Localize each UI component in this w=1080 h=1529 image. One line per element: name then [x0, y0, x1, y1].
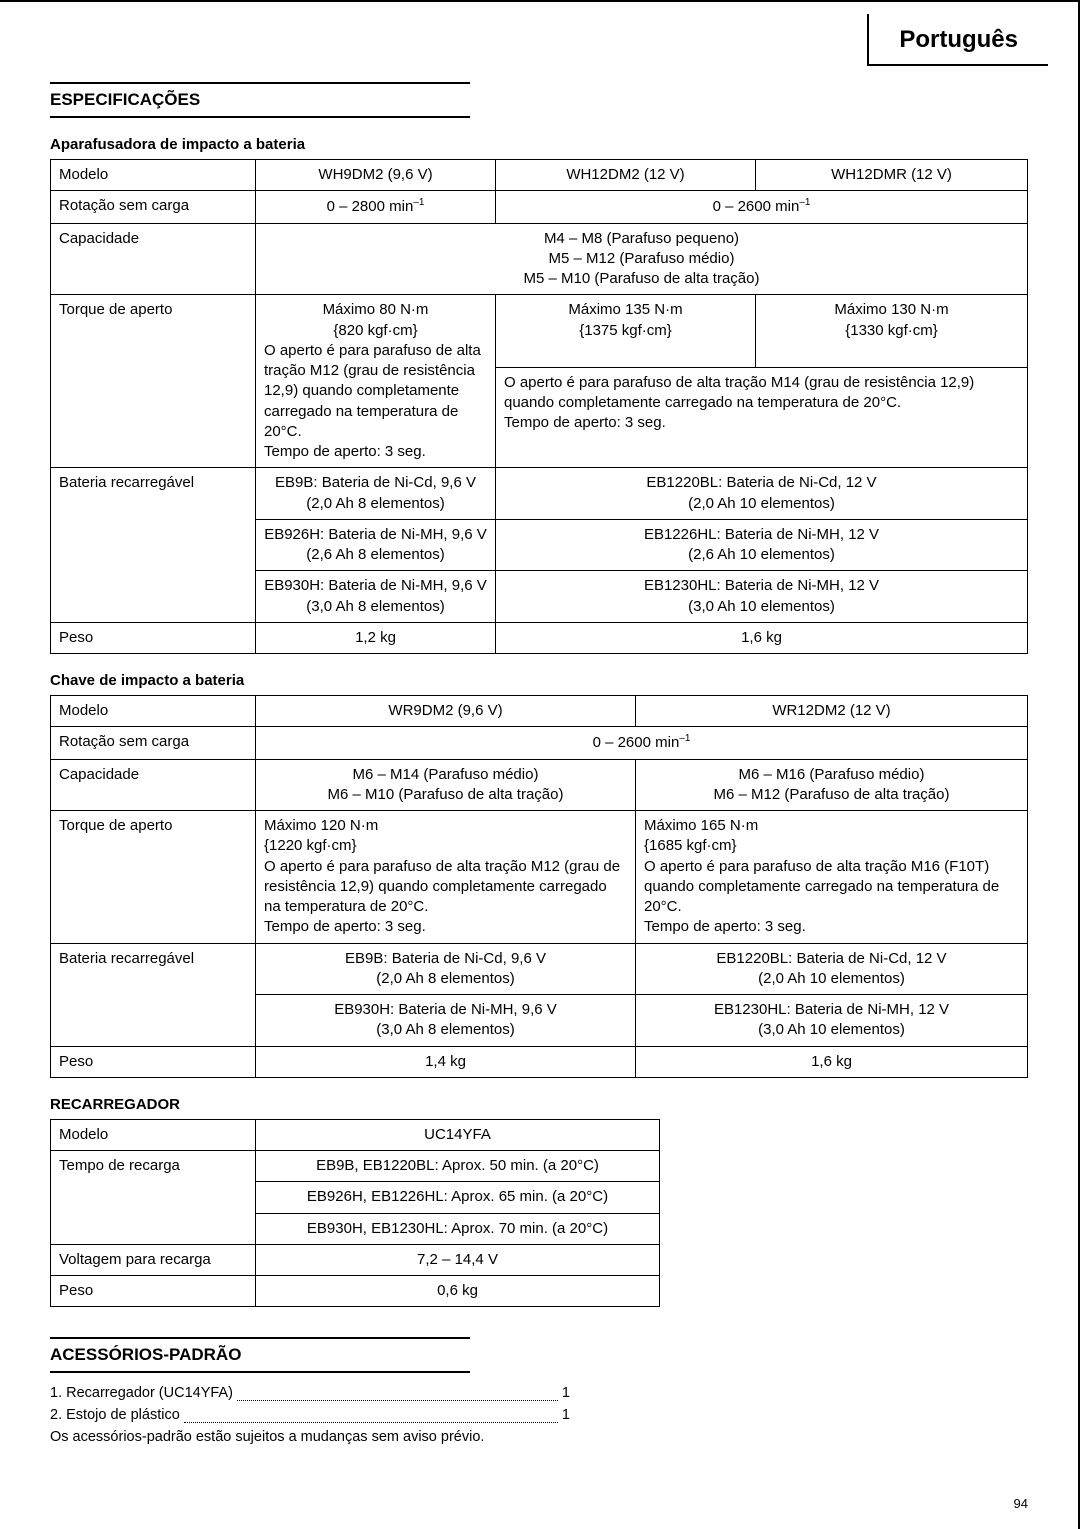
w-torque-b: Máximo 165 N·m {1685 kgf·cm} O aperto é … — [636, 811, 1028, 944]
c-time3: EB930H, EB1230HL: Aprox. 70 min. (a 20°C… — [256, 1213, 660, 1244]
w-cap-a: M6 – M14 (Parafuso médio) M6 – M10 (Para… — [256, 759, 636, 811]
driver-heading: Aparafusadora de impacto a bateria — [50, 136, 1028, 153]
driver-table: Modelo WH9DM2 (9,6 V) WH12DM2 (12 V) WH1… — [50, 159, 1028, 654]
w-label-weight: Peso — [51, 1046, 256, 1077]
w-batt-b2: EB1230HL: Bateria de Ni-MH, 12 V (3,0 Ah… — [636, 995, 1028, 1047]
accessories-list: 1. Recarregador (UC14YFA) 1 2. Estojo de… — [50, 1383, 570, 1448]
c-label-time: Tempo de recarga — [51, 1151, 256, 1245]
torque-a: Máximo 80 N·m {820 kgf·cm}O aperto é par… — [256, 295, 496, 468]
w-label-torque: Torque de aperto — [51, 811, 256, 944]
w-model-b: WR12DM2 (12 V) — [636, 696, 1028, 727]
w-label-noload: Rotação sem carga — [51, 727, 256, 759]
batt-bc3: EB1230HL: Bateria de Ni-MH, 12 V (3,0 Ah… — [496, 571, 1028, 623]
acc2-qty: 1 — [562, 1405, 570, 1427]
batt-bc2: EB1226HL: Bateria de Ni-MH, 12 V (2,6 Ah… — [496, 519, 1028, 571]
section-title-accessories: ACESSÓRIOS-PADRÃO — [50, 1337, 470, 1373]
label-model: Modelo — [51, 160, 256, 191]
c-voltage: 7,2 – 14,4 V — [256, 1244, 660, 1275]
wrench-heading: Chave de impacto a bateria — [50, 672, 1028, 689]
w-label-capacity: Capacidade — [51, 759, 256, 811]
torque-top-b: Máximo 135 N·m {1375 kgf·cm} — [496, 295, 756, 367]
torque-top-c: Máximo 130 N·m {1330 kgf·cm} — [756, 295, 1028, 367]
model-b: WH12DM2 (12 V) — [496, 160, 756, 191]
accessory-item-2: 2. Estojo de plástico 1 — [50, 1405, 570, 1427]
w-torque-a: Máximo 120 N·m {1220 kgf·cm} O aperto é … — [256, 811, 636, 944]
c-label-model: Modelo — [51, 1119, 256, 1150]
noload-a: 0 – 2800 min–1 — [256, 191, 496, 223]
w-model-a: WR9DM2 (9,6 V) — [256, 696, 636, 727]
c-weight: 0,6 kg — [256, 1276, 660, 1307]
model-a: WH9DM2 (9,6 V) — [256, 160, 496, 191]
batt-a3: EB930H: Bateria de Ni-MH, 9,6 V (3,0 Ah … — [256, 571, 496, 623]
c-time2: EB926H, EB1226HL: Aprox. 65 min. (a 20°C… — [256, 1182, 660, 1213]
c-model: UC14YFA — [256, 1119, 660, 1150]
dots — [237, 1383, 558, 1401]
batt-a1: EB9B: Bateria de Ni-Cd, 9,6 V (2,0 Ah 8 … — [256, 468, 496, 520]
label-weight: Peso — [51, 622, 256, 653]
label-battery: Bateria recarregável — [51, 468, 256, 623]
accessories-note: Os acessórios-padrão estão sujeitos a mu… — [50, 1427, 570, 1449]
section-title-specs: ESPECIFICAÇÕES — [50, 82, 470, 118]
weight-a: 1,2 kg — [256, 622, 496, 653]
c-label-voltage: Voltagem para recarga — [51, 1244, 256, 1275]
w-batt-a2: EB930H: Bateria de Ni-MH, 9,6 V (3,0 Ah … — [256, 995, 636, 1047]
c-label-weight: Peso — [51, 1276, 256, 1307]
model-c: WH12DMR (12 V) — [756, 160, 1028, 191]
charger-heading: RECARREGADOR — [50, 1096, 1028, 1113]
acc1-qty: 1 — [562, 1383, 570, 1405]
w-batt-b1: EB1220BL: Bateria de Ni-Cd, 12 V (2,0 Ah… — [636, 943, 1028, 995]
dots — [184, 1405, 558, 1423]
w-cap-b: M6 – M16 (Parafuso médio) M6 – M12 (Para… — [636, 759, 1028, 811]
acc2-label: 2. Estojo de plástico — [50, 1405, 180, 1427]
label-noload: Rotação sem carga — [51, 191, 256, 223]
wrench-table: Modelo WR9DM2 (9,6 V) WR12DM2 (12 V) Rot… — [50, 695, 1028, 1078]
w-label-model: Modelo — [51, 696, 256, 727]
noload-bc: 0 – 2600 min–1 — [496, 191, 1028, 223]
label-capacity: Capacidade — [51, 223, 256, 295]
w-weight-a: 1,4 kg — [256, 1046, 636, 1077]
torque-desc-bc: O aperto é para parafuso de alta tração … — [496, 367, 1028, 468]
batt-a2: EB926H: Bateria de Ni-MH, 9,6 V (2,6 Ah … — [256, 519, 496, 571]
charger-table: Modelo UC14YFA Tempo de recarga EB9B, EB… — [50, 1119, 660, 1308]
w-noload: 0 – 2600 min–1 — [256, 727, 1028, 759]
weight-bc: 1,6 kg — [496, 622, 1028, 653]
page-number: 94 — [1014, 1496, 1028, 1511]
acc1-label: 1. Recarregador (UC14YFA) — [50, 1383, 233, 1405]
w-batt-a1: EB9B: Bateria de Ni-Cd, 9,6 V (2,0 Ah 8 … — [256, 943, 636, 995]
language-label: Português — [867, 14, 1048, 66]
w-weight-b: 1,6 kg — [636, 1046, 1028, 1077]
w-label-battery: Bateria recarregável — [51, 943, 256, 1046]
capacity-value: M4 – M8 (Parafuso pequeno) M5 – M12 (Par… — [256, 223, 1028, 295]
batt-bc1: EB1220BL: Bateria de Ni-Cd, 12 V (2,0 Ah… — [496, 468, 1028, 520]
label-torque: Torque de aperto — [51, 295, 256, 468]
c-time1: EB9B, EB1220BL: Aprox. 50 min. (a 20°C) — [256, 1151, 660, 1182]
accessory-item-1: 1. Recarregador (UC14YFA) 1 — [50, 1383, 570, 1405]
